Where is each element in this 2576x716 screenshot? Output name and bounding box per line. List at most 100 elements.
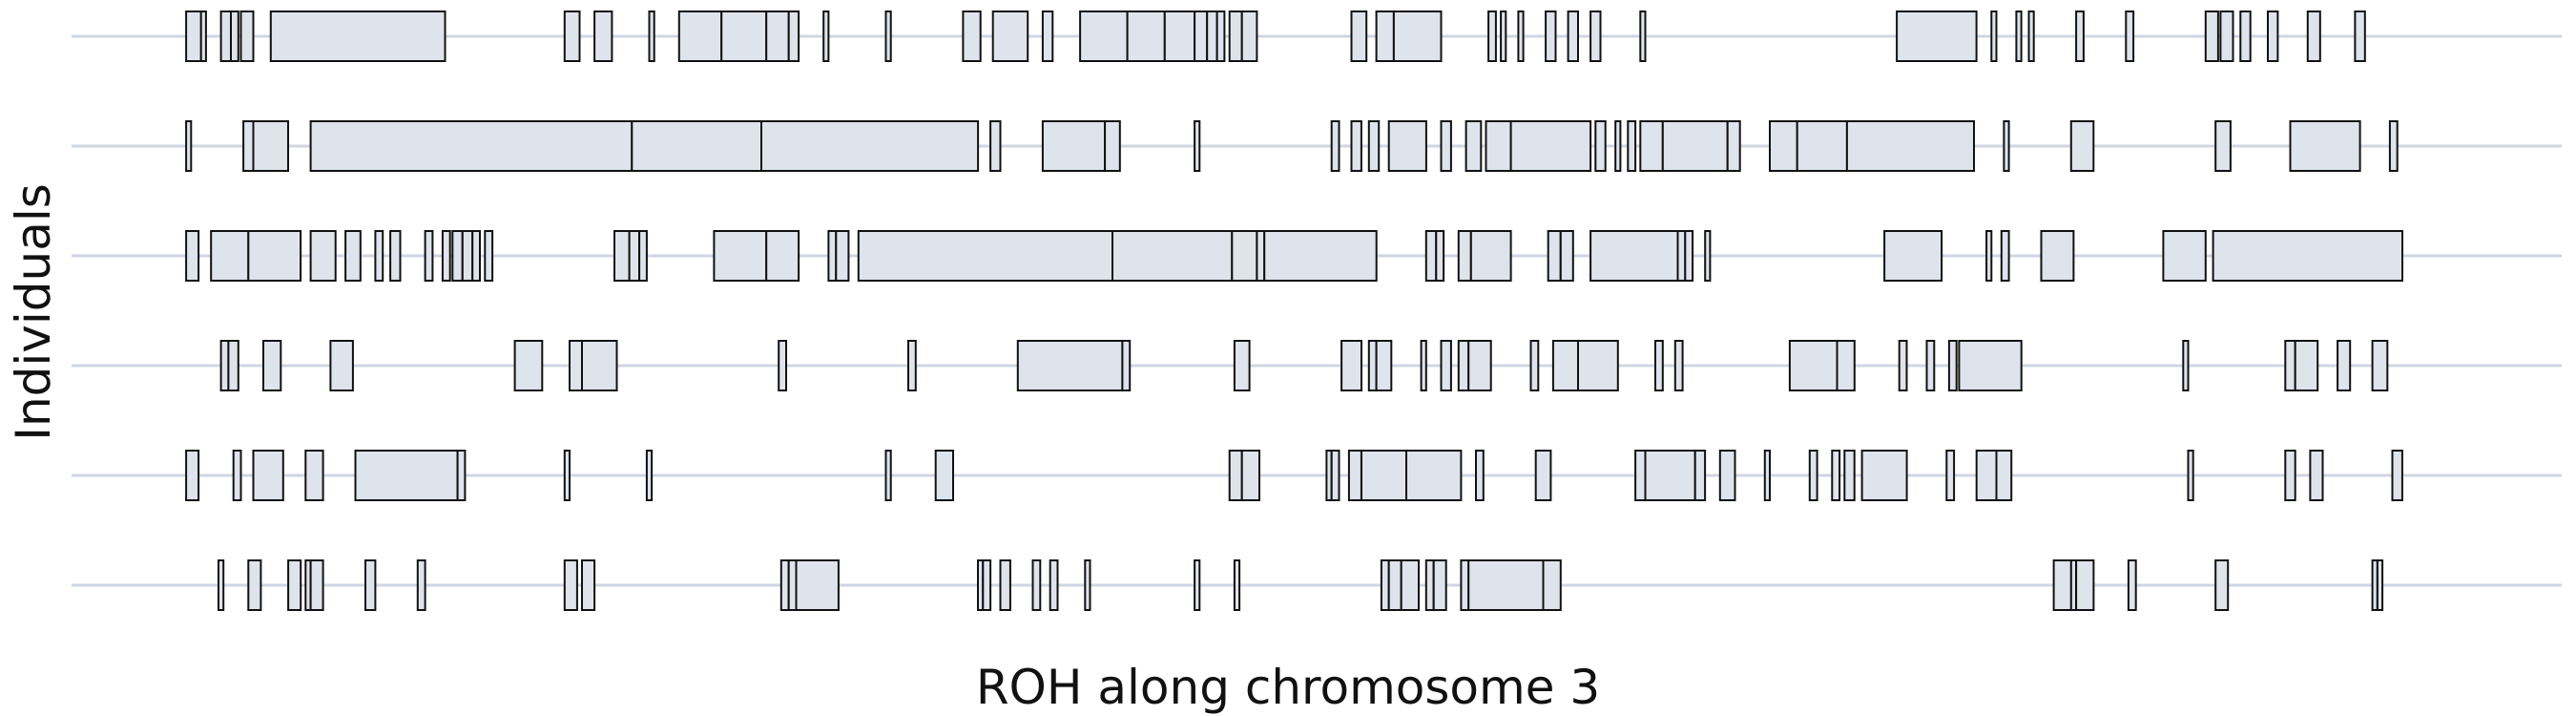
roh-segment: [760, 120, 980, 172]
roh-segment: [1330, 120, 1340, 172]
roh-segment: [1985, 230, 1993, 282]
roh-segment: [1457, 230, 1472, 282]
roh-segment: [2284, 340, 2296, 391]
roh-segment: [1542, 559, 1562, 611]
roh-segment: [1079, 11, 1129, 62]
roh-segment: [2125, 11, 2135, 62]
roh-segment: [1256, 230, 1266, 282]
roh-segment: [2371, 340, 2389, 391]
roh-segment: [1228, 450, 1243, 501]
roh-segment: [787, 559, 798, 611]
roh-segment: [1194, 559, 1201, 611]
roh-segment: [1704, 230, 1712, 282]
roh-segment: [309, 559, 324, 611]
roh-segment: [219, 340, 230, 391]
roh-segment: [1041, 120, 1107, 172]
roh-segment: [252, 450, 284, 501]
roh-segment: [1330, 450, 1340, 501]
roh-segment: [563, 450, 571, 501]
roh-segment: [720, 11, 768, 62]
roh-segment: [1614, 120, 1622, 172]
roh-segment: [1367, 120, 1381, 172]
roh-segment: [230, 11, 239, 62]
roh-segment: [1194, 120, 1201, 172]
roh-segment: [239, 11, 255, 62]
roh-segment: [1589, 11, 1602, 62]
roh-segment: [1509, 120, 1592, 172]
roh-segment: [309, 230, 337, 282]
roh-segment: [2000, 230, 2010, 282]
roh-segment: [1836, 340, 1856, 391]
roh-segment: [1788, 340, 1839, 391]
roh-segment: [219, 11, 233, 62]
roh-segment: [2289, 120, 2361, 172]
roh-segment: [645, 450, 654, 501]
roh-segment: [835, 230, 850, 282]
roh-segment: [1995, 450, 2013, 501]
roh-segment: [1375, 340, 1393, 391]
roh-segment: [1517, 11, 1525, 62]
roh-segment: [1467, 559, 1545, 611]
roh-segment: [563, 11, 581, 62]
roh-segment: [2239, 11, 2252, 62]
roh-segment: [1465, 120, 1483, 172]
roh-segment: [1485, 120, 1512, 172]
roh-segment: [1639, 11, 1647, 62]
roh-segment: [962, 11, 982, 62]
roh-segment: [613, 230, 631, 282]
roh-segment: [827, 230, 838, 282]
roh-segment: [1424, 230, 1438, 282]
roh-segment: [1031, 559, 1042, 611]
roh-segment: [1392, 11, 1443, 62]
roh-segment: [1898, 340, 1908, 391]
roh-segment: [1457, 340, 1470, 391]
roh-segment: [2052, 559, 2072, 611]
roh-segment: [416, 559, 426, 611]
roh-segment: [1435, 230, 1445, 282]
roh-segment: [884, 450, 892, 501]
roh-segment: [1367, 340, 1378, 391]
roh-segment: [1796, 120, 1848, 172]
roh-segment: [2214, 120, 2232, 172]
roh-segment: [779, 559, 790, 611]
roh-segment: [1763, 450, 1772, 501]
roh-segment: [1726, 120, 1741, 172]
roh-segment: [364, 559, 377, 611]
roh-segment: [2214, 559, 2230, 611]
roh-segment: [2204, 11, 2219, 62]
roh-segment: [247, 559, 262, 611]
roh-segment: [1111, 230, 1234, 282]
roh-segment: [1925, 340, 1936, 391]
roh-segment: [2284, 450, 2296, 501]
x-axis-label: ROH along chromosome 3: [975, 660, 1601, 715]
roh-segment: [1347, 450, 1362, 501]
roh-segment: [2309, 450, 2324, 501]
roh-segment: [795, 559, 840, 611]
roh-segment: [1440, 120, 1452, 172]
roh-segment: [1231, 230, 1258, 282]
roh-segment: [1808, 450, 1818, 501]
roh-segment: [424, 230, 434, 282]
roh-segment: [2267, 11, 2279, 62]
roh-segment: [451, 230, 464, 282]
roh-segment: [1693, 450, 1707, 501]
roh-segment: [765, 230, 800, 282]
roh-segment: [1843, 450, 1856, 501]
roh-segment: [2003, 120, 2010, 172]
roh-segment: [2127, 559, 2137, 611]
roh-segment: [1975, 450, 1998, 501]
roh-segment: [354, 450, 459, 501]
roh-segment: [999, 559, 1011, 611]
roh-segment: [1467, 340, 1492, 391]
roh-segment: [2376, 559, 2384, 611]
roh-segment: [1440, 340, 1452, 391]
roh-segment: [765, 11, 790, 62]
roh-segment: [1589, 230, 1679, 282]
individual-track-1: [72, 11, 2562, 62]
roh-segment: [1577, 340, 1619, 391]
roh-segment: [484, 230, 494, 282]
roh-segment: [185, 11, 202, 62]
individual-track-4: [72, 340, 2562, 391]
roh-segment: [713, 230, 768, 282]
